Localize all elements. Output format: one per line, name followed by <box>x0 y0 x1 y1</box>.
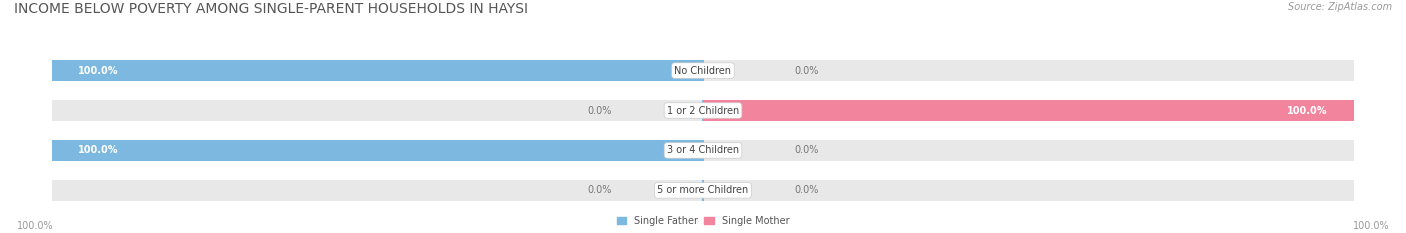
Bar <box>52 100 703 121</box>
Bar <box>52 60 703 81</box>
Text: 100.0%: 100.0% <box>17 221 53 231</box>
Bar <box>52 140 703 161</box>
Bar <box>703 140 1354 161</box>
Bar <box>52 140 703 161</box>
Text: 100.0%: 100.0% <box>1288 106 1327 116</box>
Text: 3 or 4 Children: 3 or 4 Children <box>666 145 740 155</box>
Text: Source: ZipAtlas.com: Source: ZipAtlas.com <box>1288 2 1392 12</box>
Text: 1 or 2 Children: 1 or 2 Children <box>666 106 740 116</box>
Bar <box>703 180 1354 201</box>
Text: 0.0%: 0.0% <box>794 145 818 155</box>
Text: 0.0%: 0.0% <box>794 185 818 195</box>
Text: 100.0%: 100.0% <box>79 145 118 155</box>
Text: 0.0%: 0.0% <box>588 185 612 195</box>
Text: 0.0%: 0.0% <box>794 65 818 75</box>
Bar <box>52 60 703 81</box>
Text: 100.0%: 100.0% <box>1353 221 1389 231</box>
Text: No Children: No Children <box>675 65 731 75</box>
Legend: Single Father, Single Mother: Single Father, Single Mother <box>617 216 789 226</box>
Bar <box>703 100 1354 121</box>
Bar <box>52 180 703 201</box>
Text: INCOME BELOW POVERTY AMONG SINGLE-PARENT HOUSEHOLDS IN HAYSI: INCOME BELOW POVERTY AMONG SINGLE-PARENT… <box>14 2 529 16</box>
Bar <box>703 60 1354 81</box>
Text: 0.0%: 0.0% <box>588 106 612 116</box>
Text: 100.0%: 100.0% <box>79 65 118 75</box>
Bar <box>703 100 1354 121</box>
Text: 5 or more Children: 5 or more Children <box>658 185 748 195</box>
